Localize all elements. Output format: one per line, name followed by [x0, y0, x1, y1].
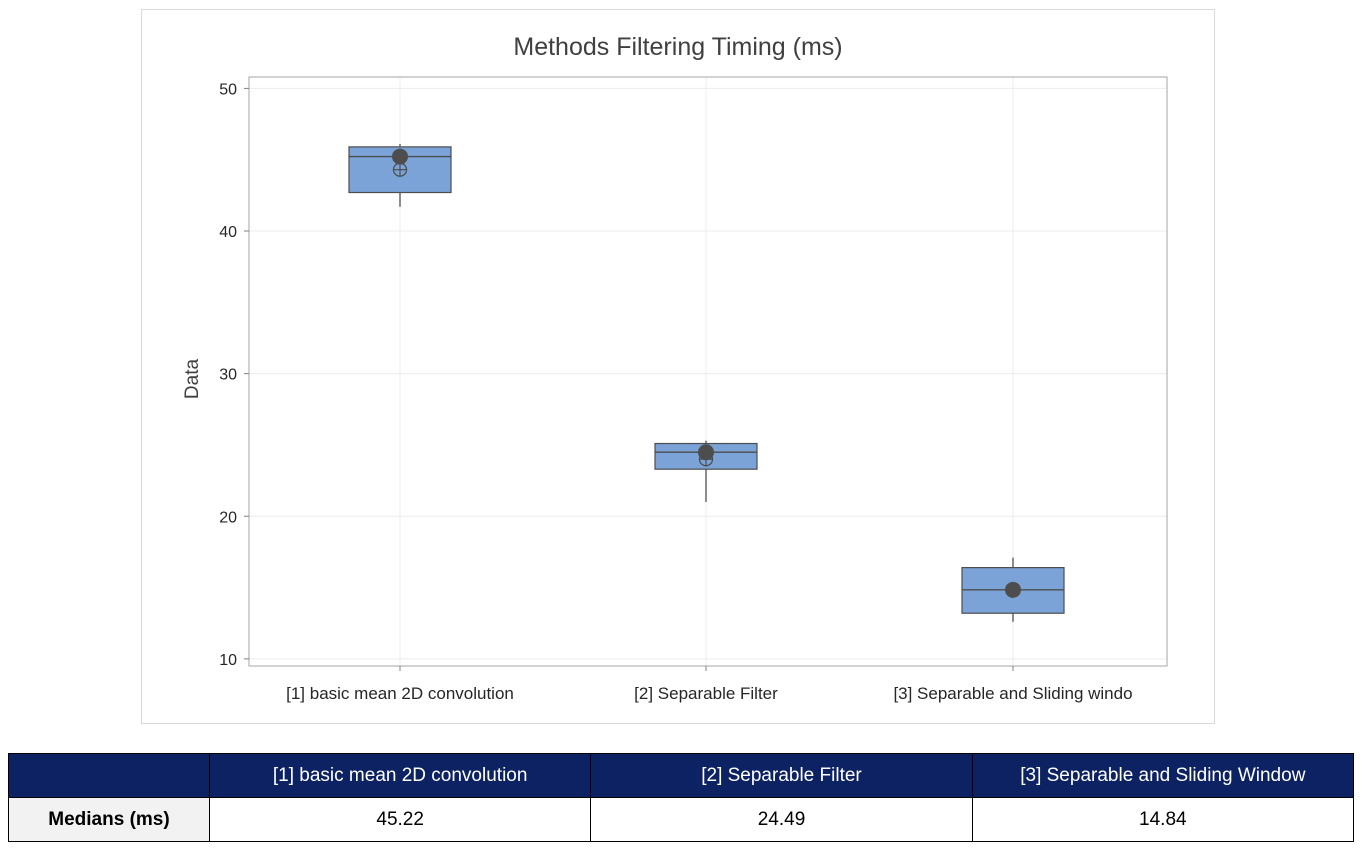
y-tick-label: 30: [219, 367, 237, 384]
table-header-method-3: [3] Separable and Sliding Window: [971, 753, 1355, 798]
chart-frame: Methods Filtering Timing (ms) Data 10 20 3…: [141, 9, 1215, 724]
median-point: [698, 444, 714, 461]
y-axis-label: Data: [182, 359, 203, 400]
table-row-label: Medians (ms): [8, 797, 210, 842]
table-header-method-1: [1] basic mean 2D convolution: [208, 753, 592, 798]
plot-border: [248, 76, 1168, 667]
median-point: [392, 148, 408, 165]
y-tick-label: 40: [219, 224, 237, 241]
y-tick-label: 10: [219, 652, 237, 669]
table-row: Medians (ms) 45.22 24.49 14.84: [8, 797, 1355, 842]
table-cell-median-3: 14.84: [971, 797, 1355, 842]
table-cell-median-2: 24.49: [590, 797, 973, 842]
y-tick-label: 50: [219, 81, 237, 98]
boxplot-chart: Methods Filtering Timing (ms) Data 10 20 3…: [182, 33, 1168, 703]
x-tick-label: [2] Separable Filter: [634, 684, 778, 703]
plot-area: 10 20 30 40 50 [1] basic mean 2D convolution […: [219, 76, 1168, 703]
table-header-blank: [8, 753, 210, 798]
medians-table: [1] basic mean 2D convolution [2] Separa…: [8, 753, 1355, 842]
table-cell-median-1: 45.22: [208, 797, 592, 842]
table-header-method-2: [2] Separable Filter: [590, 753, 973, 798]
chart-title: Methods Filtering Timing (ms): [513, 33, 842, 61]
median-point: [1005, 581, 1021, 598]
x-tick-label: [3] Separable and Sliding windo: [893, 684, 1132, 703]
x-tick-label: [1] basic mean 2D convolution: [286, 684, 514, 703]
table-header-row: [1] basic mean 2D convolution [2] Separa…: [8, 753, 1355, 798]
y-tick-label: 20: [219, 509, 237, 526]
